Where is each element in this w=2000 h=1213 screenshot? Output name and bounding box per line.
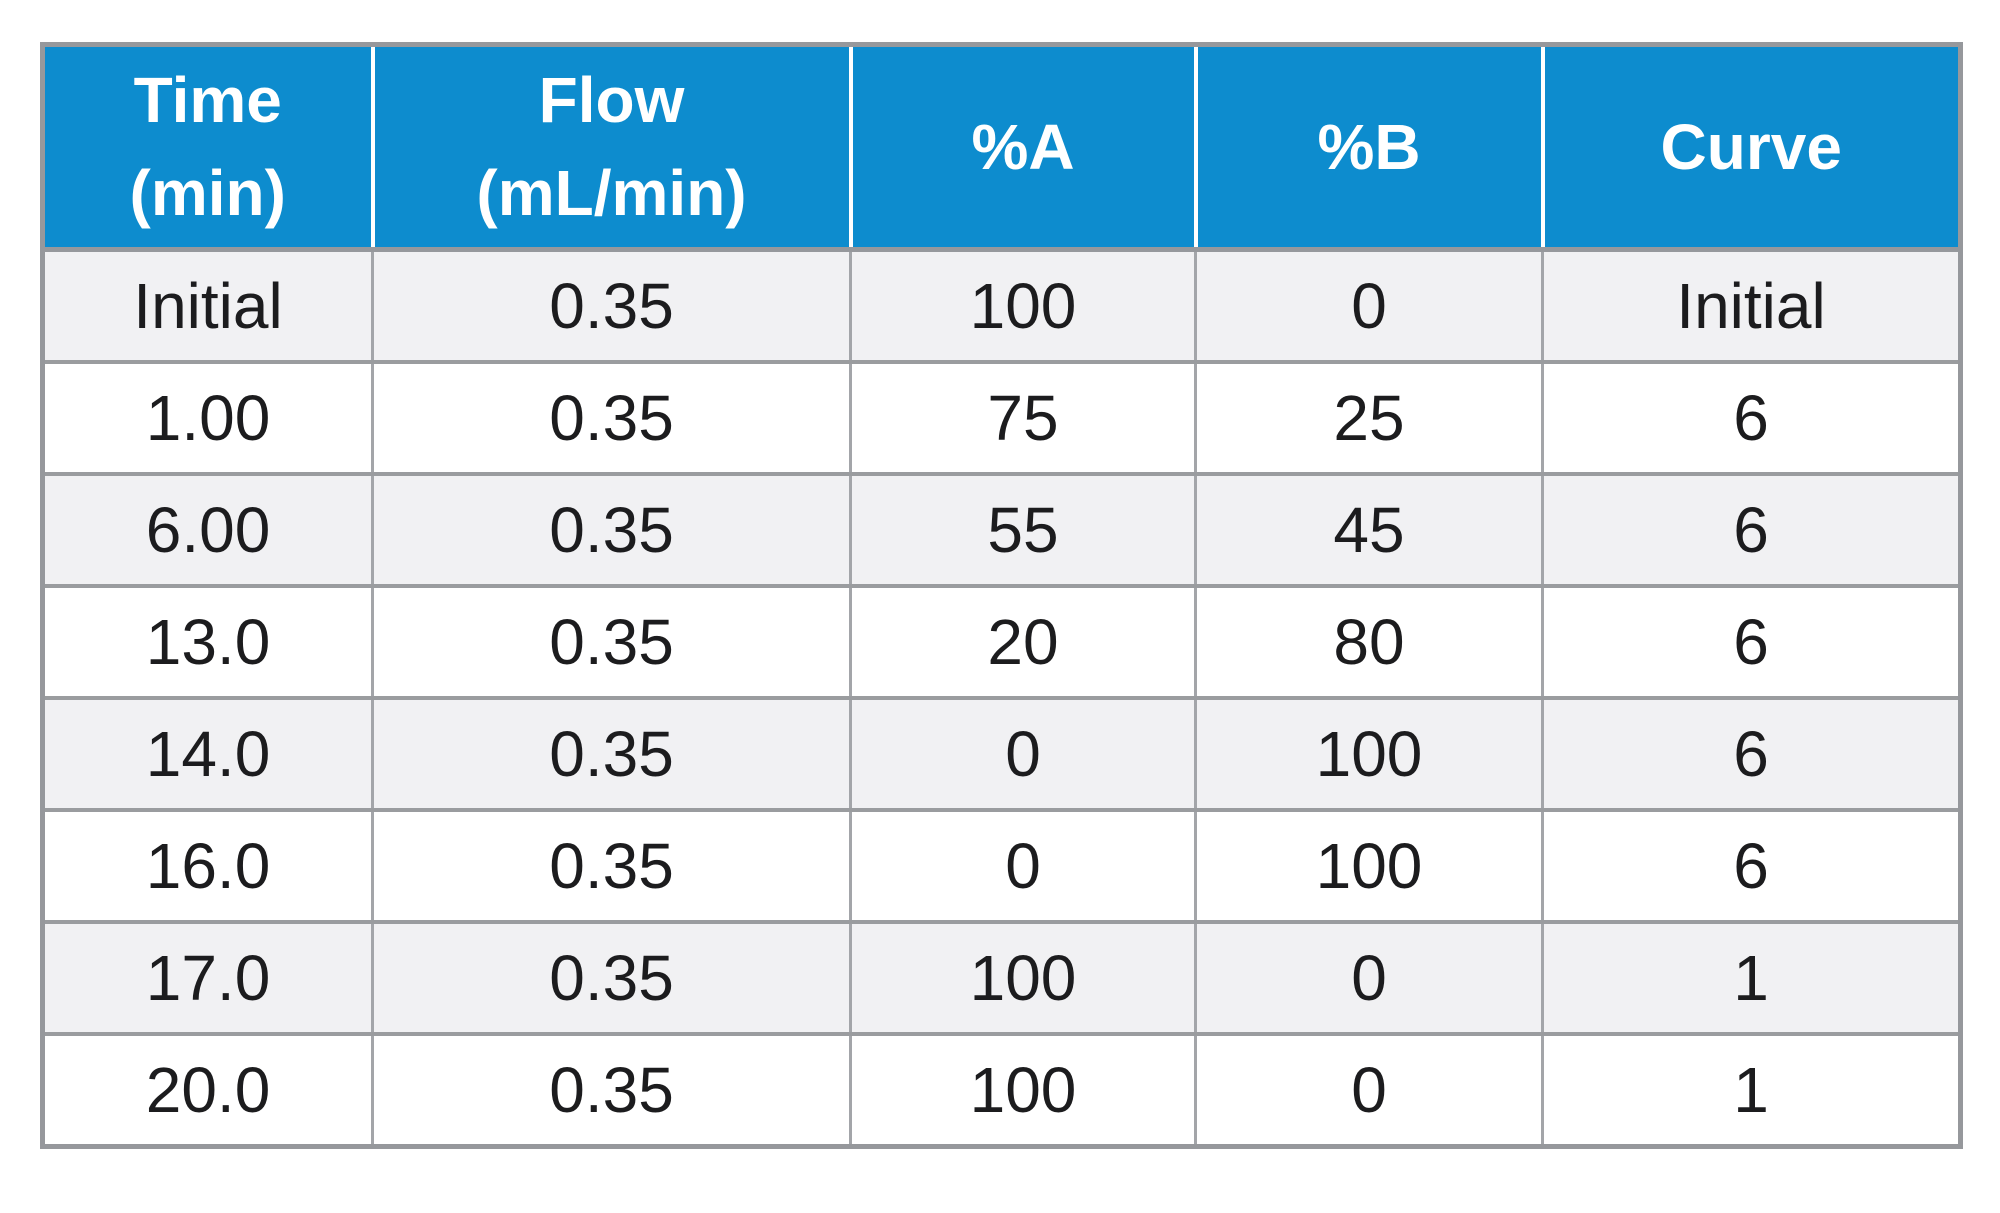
table-row: 20.0 0.35 100 0 1 (42, 1032, 1961, 1147)
table-row: 17.0 0.35 100 0 1 (42, 920, 1961, 1034)
cell-curve: 6 (1541, 360, 1961, 474)
cell-time: 16.0 (42, 808, 373, 922)
header-line: (min) (129, 157, 286, 229)
cell-percent-b: 100 (1194, 696, 1543, 810)
cell-percent-b: 0 (1194, 920, 1543, 1034)
cell-flow: 0.35 (371, 247, 851, 362)
gradient-table: Time (min) Flow (mL/min) %A %B Curve Ini… (40, 42, 1963, 1149)
cell-time: 20.0 (42, 1032, 373, 1147)
cell-curve: 1 (1541, 920, 1961, 1034)
table-row: 13.0 0.35 20 80 6 (42, 584, 1961, 698)
cell-time: 14.0 (42, 696, 373, 810)
cell-curve: Initial (1541, 247, 1961, 362)
column-header-percent-b: %B (1193, 44, 1543, 252)
column-header-flow: Flow (mL/min) (370, 44, 851, 252)
cell-time: 6.00 (42, 472, 373, 586)
cell-percent-b: 45 (1194, 472, 1543, 586)
cell-percent-b: 0 (1194, 1032, 1543, 1147)
cell-percent-a: 0 (849, 808, 1196, 922)
cell-curve: 6 (1541, 472, 1961, 586)
cell-flow: 0.35 (371, 584, 851, 698)
cell-curve: 1 (1541, 1032, 1961, 1147)
cell-flow: 0.35 (371, 920, 851, 1034)
table-row: 16.0 0.35 0 100 6 (42, 808, 1961, 922)
table-row: 1.00 0.35 75 25 6 (42, 360, 1961, 474)
table-row: 14.0 0.35 0 100 6 (42, 696, 1961, 810)
cell-percent-a: 20 (849, 584, 1196, 698)
cell-flow: 0.35 (371, 808, 851, 922)
cell-percent-b: 25 (1194, 360, 1543, 474)
cell-percent-b: 100 (1194, 808, 1543, 922)
cell-percent-a: 100 (849, 1032, 1196, 1147)
header-line: Flow (538, 64, 685, 137)
cell-percent-a: 55 (849, 472, 1196, 586)
column-header-percent-a: %A (848, 44, 1196, 252)
cell-time: Initial (42, 247, 373, 362)
cell-percent-a: 75 (849, 360, 1196, 474)
column-header-curve: Curve (1540, 44, 1961, 252)
cell-time: 13.0 (42, 584, 373, 698)
header-line: (mL/min) (476, 157, 747, 229)
cell-curve: 6 (1541, 808, 1961, 922)
header-row: Time (min) Flow (mL/min) %A %B Curve (42, 44, 1961, 252)
cell-curve: 6 (1541, 696, 1961, 810)
cell-time: 1.00 (42, 360, 373, 474)
header-line: %A (971, 110, 1075, 183)
header-line: Time (133, 64, 282, 137)
cell-flow: 0.35 (371, 1032, 851, 1147)
cell-time: 17.0 (42, 920, 373, 1034)
header-line: %B (1317, 110, 1421, 183)
header-line: Curve (1660, 110, 1842, 183)
cell-percent-b: 0 (1194, 247, 1543, 362)
cell-percent-b: 80 (1194, 584, 1543, 698)
cell-percent-a: 100 (849, 247, 1196, 362)
cell-percent-a: 100 (849, 920, 1196, 1034)
table-row: 6.00 0.35 55 45 6 (42, 472, 1961, 586)
column-header-time: Time (min) (42, 44, 373, 252)
cell-percent-a: 0 (849, 696, 1196, 810)
cell-flow: 0.35 (371, 472, 851, 586)
table-row: Initial 0.35 100 0 Initial (42, 247, 1961, 362)
cell-flow: 0.35 (371, 696, 851, 810)
cell-curve: 6 (1541, 584, 1961, 698)
cell-flow: 0.35 (371, 360, 851, 474)
